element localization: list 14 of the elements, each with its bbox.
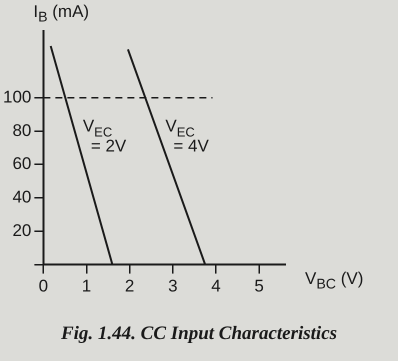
x-tick-label: 2 — [124, 276, 134, 296]
x-tick-label: 0 — [38, 276, 48, 296]
y-axis-title: I$_{B}$ (mA) — [33, 2, 90, 26]
y-tick-label: 20 — [12, 220, 32, 240]
y-tick-label: 80 — [12, 120, 32, 140]
x-tick-label: 4 — [211, 276, 221, 296]
x-axis-title: V$_{BC}$ (V) — [305, 268, 364, 292]
y-tick-label: 40 — [12, 188, 32, 207]
x-tick-label: 5 — [254, 276, 264, 296]
y-tick-label: 100 — [2, 87, 32, 106]
x-tick-label: 1 — [82, 276, 92, 296]
y-tick-label: 60 — [12, 154, 32, 174]
text: Fig. 1.44. CC Input Characteristics — [60, 323, 338, 345]
x-tick-label: 3 — [168, 276, 178, 296]
